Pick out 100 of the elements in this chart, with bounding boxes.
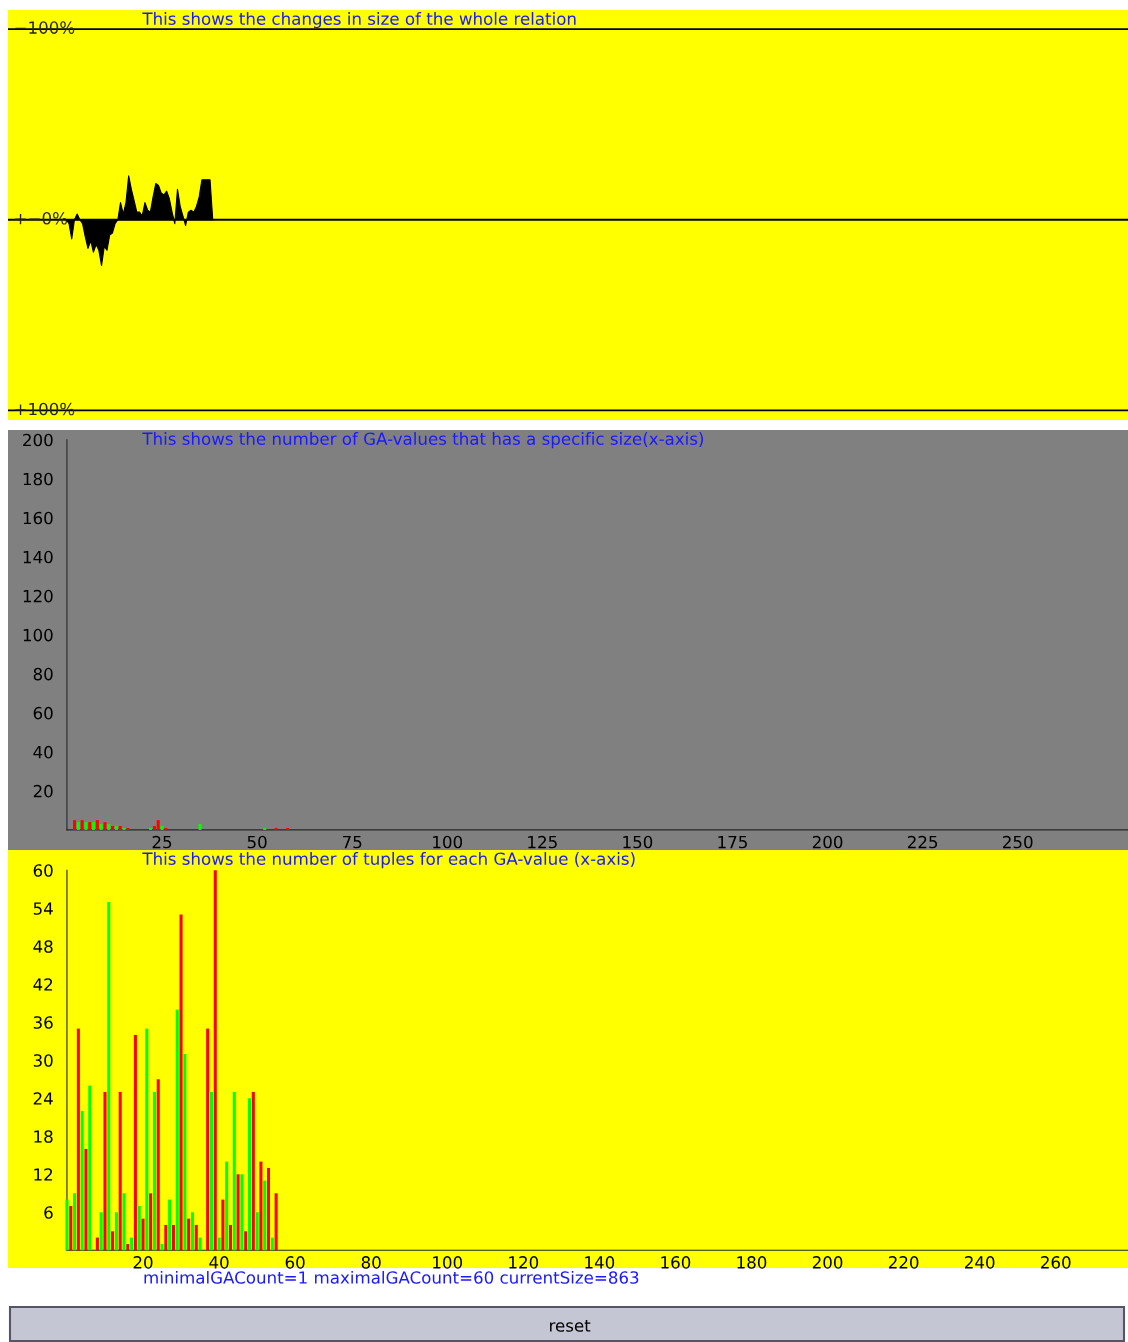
- x-tick-label: 200: [812, 1256, 843, 1269]
- chart-title: This shows the number of GA-values that has a specific size(x-axis): [142, 432, 704, 449]
- x-tick-label: 75: [342, 835, 362, 849]
- y-tick-label: 24: [33, 1092, 53, 1105]
- bar: [84, 1148, 88, 1251]
- bar: [69, 1205, 73, 1251]
- x-tick-label: 100: [433, 1256, 463, 1269]
- x-tick-label: 100: [433, 835, 463, 849]
- bar: [228, 1224, 232, 1251]
- y-tick-label: 60: [33, 706, 53, 720]
- x-tick-label: 225: [907, 835, 938, 849]
- y-tick-label: 140: [23, 550, 53, 564]
- bar: [145, 1028, 149, 1251]
- bar: [183, 1053, 187, 1251]
- bar: [168, 1199, 172, 1251]
- text: reset: [550, 1319, 591, 1332]
- y-tick-label: 160: [23, 511, 53, 525]
- bar: [130, 1237, 134, 1251]
- x-tick-label: 250: [1003, 835, 1033, 849]
- x-tick-label: 20: [133, 1256, 153, 1269]
- bar: [107, 901, 111, 1251]
- bar: [118, 1091, 122, 1251]
- bar: [149, 1193, 153, 1251]
- x-tick-label: 25: [152, 835, 172, 849]
- bar: [179, 914, 183, 1251]
- x-tick-label: 60: [285, 1256, 305, 1269]
- bar: [240, 1174, 244, 1251]
- bar: [80, 1110, 84, 1251]
- bar: [160, 1243, 164, 1251]
- bar: [213, 870, 217, 1251]
- bar: [232, 1091, 236, 1251]
- x-tick-label: 160: [661, 1256, 691, 1269]
- bar: [198, 1237, 202, 1251]
- bar: [126, 1243, 130, 1251]
- bar: [187, 1218, 191, 1251]
- x-tick-label: 140: [585, 1256, 615, 1269]
- bar: [175, 1009, 179, 1251]
- bar: [259, 1161, 263, 1251]
- y-tick-label: 6: [44, 1206, 53, 1219]
- bar: [194, 1224, 198, 1251]
- text: minimalGACount=1 maximalGACount=60 currentSize=863: [144, 1270, 639, 1284]
- y-tick-label: 80: [33, 667, 53, 681]
- bar: [171, 1224, 175, 1251]
- bar: [255, 1212, 259, 1251]
- y-tick-label: 40: [33, 745, 53, 759]
- y-tick-label: 60: [33, 864, 53, 877]
- y-tick-label: 20: [33, 784, 53, 798]
- bar: [111, 1231, 115, 1251]
- bar: [95, 1237, 99, 1251]
- chart-title: This shows the changes in size of the whole relation: [142, 12, 576, 29]
- y-tick-label: 12: [34, 1168, 53, 1181]
- bar: [251, 1091, 255, 1251]
- bar: [274, 1193, 278, 1251]
- x-tick-label: 175: [718, 835, 747, 849]
- bar: [141, 1218, 145, 1251]
- y-tick-label: 200: [23, 433, 53, 447]
- bar: [122, 1193, 126, 1251]
- bar: [206, 1028, 210, 1251]
- bar: [225, 1161, 229, 1251]
- y-tick-label: 180: [23, 472, 53, 486]
- y-tick-label: 54: [33, 902, 53, 915]
- bar: [76, 1028, 80, 1251]
- bar: [164, 1224, 168, 1251]
- y-tick-label: 48: [33, 940, 53, 953]
- y-tick-label: 100: [23, 628, 53, 642]
- x-tick-label: 120: [509, 1256, 539, 1269]
- bar: [263, 1180, 267, 1251]
- bar: [88, 1085, 92, 1251]
- bar: [103, 1091, 107, 1251]
- bar: [99, 1212, 103, 1251]
- bar: [247, 1098, 252, 1251]
- bar: [217, 1237, 221, 1251]
- x-tick-label: 240: [965, 1256, 995, 1269]
- chart-title: This shows the number of tuples for each GA-value (x-axis): [142, 852, 635, 869]
- y-tick-label: 120: [23, 589, 53, 603]
- x-tick-label: 80: [361, 1256, 381, 1269]
- x-tick-label: 220: [888, 1256, 919, 1269]
- bar: [152, 1091, 156, 1251]
- y-tick-label: 18: [34, 1130, 53, 1143]
- bar: [190, 1212, 194, 1251]
- bar: [236, 1174, 240, 1251]
- bar: [221, 1199, 225, 1251]
- y-tick-label: 36: [33, 1016, 53, 1029]
- bar: [137, 1205, 141, 1251]
- x-tick-label: 50: [247, 835, 267, 849]
- bar: [244, 1231, 248, 1251]
- bar: [270, 1237, 274, 1251]
- bar: [114, 1212, 118, 1251]
- bar: [209, 1091, 213, 1251]
- x-tick-label: 40: [209, 1256, 229, 1269]
- x-tick-label: 180: [737, 1256, 767, 1269]
- bar: [133, 1034, 137, 1251]
- bar: [266, 1167, 271, 1251]
- y-tick-label: 42: [33, 978, 53, 991]
- y-tick-label: 30: [33, 1054, 53, 1067]
- x-tick-label: 125: [528, 835, 557, 849]
- x-tick-label: 200: [812, 835, 843, 849]
- bar: [156, 1079, 160, 1251]
- bar: [73, 1193, 77, 1251]
- x-tick-label: 150: [623, 835, 653, 849]
